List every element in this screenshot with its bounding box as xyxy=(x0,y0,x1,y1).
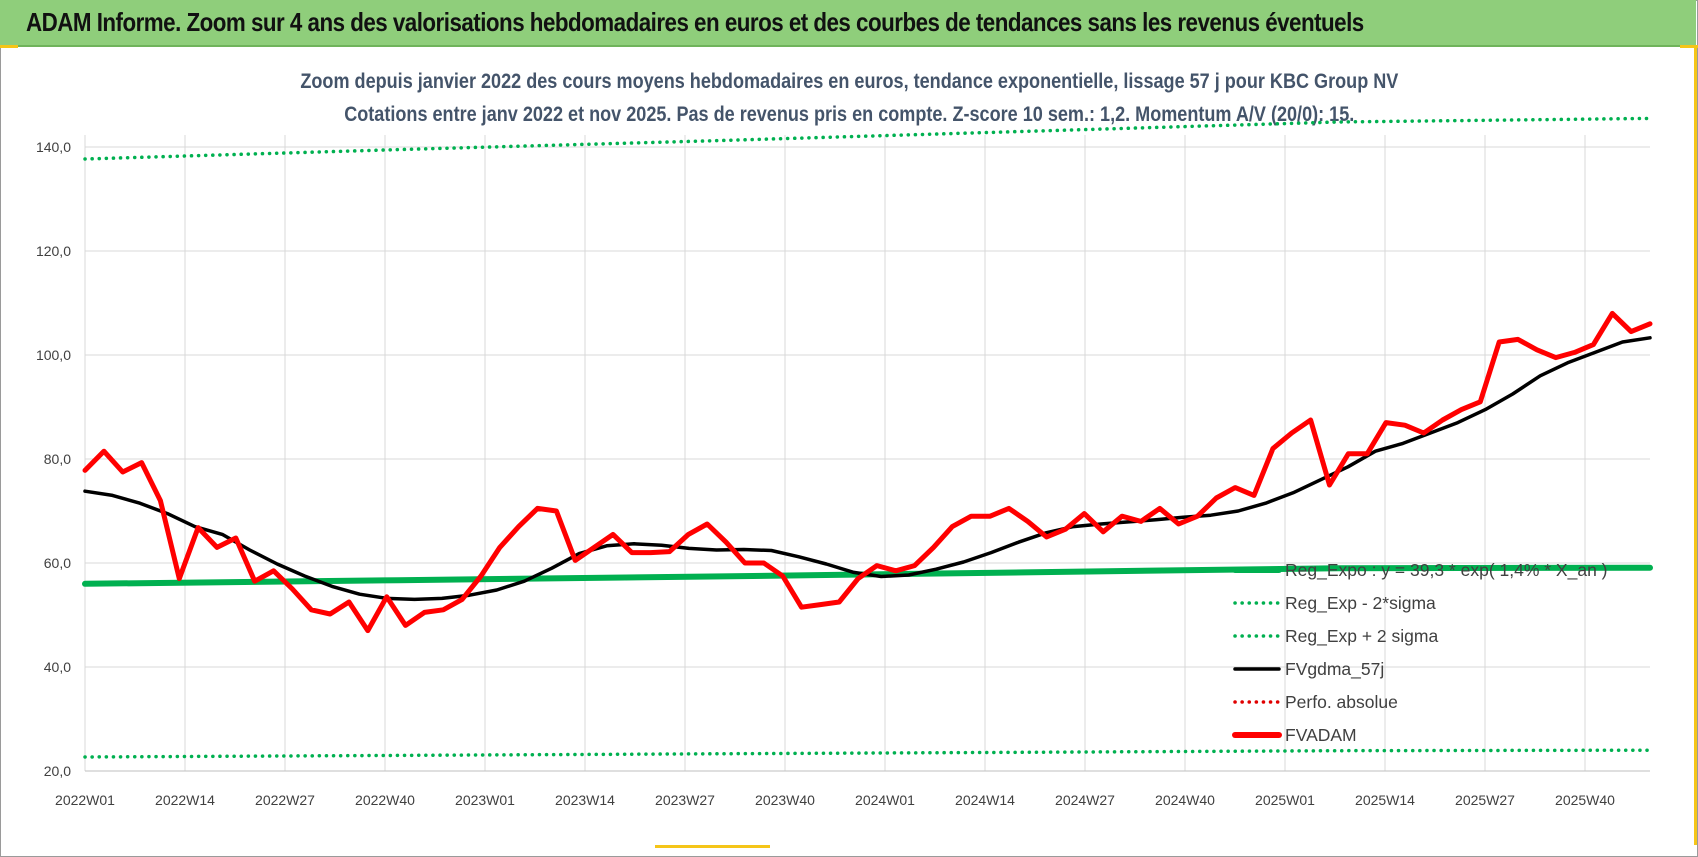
x-tick-label: 2023W14 xyxy=(555,792,615,808)
x-tick-label: 2025W27 xyxy=(1455,792,1515,808)
y-tick-label: 140,0 xyxy=(36,139,71,155)
corner-mark-right-side xyxy=(1694,45,1697,845)
grid-lines xyxy=(84,135,1650,772)
x-tick-label: 2025W01 xyxy=(1255,792,1315,808)
banner-title: ADAM Informe. Zoom sur 4 ans des valoris… xyxy=(26,7,1364,37)
series-lines xyxy=(82,116,1653,759)
report-banner: ADAM Informe. Zoom sur 4 ans des valoris… xyxy=(0,0,1696,47)
y-tick-label: 120,0 xyxy=(36,243,71,259)
y-tick-label: 40,0 xyxy=(44,659,71,675)
series-line-1 xyxy=(83,748,1652,759)
y-tick-label: 20,0 xyxy=(44,763,71,779)
series-line-2 xyxy=(83,116,1652,161)
corner-mark-right xyxy=(1680,45,1698,48)
x-axis-labels: 2022W01 2022W14 2022W27 2022W40 2023W01 2023W… xyxy=(55,792,1615,808)
x-tick-label: 2024W40 xyxy=(1155,792,1215,808)
chart-title: Zoom depuis janvier 2022 des cours moyen… xyxy=(0,70,1698,94)
chart-subtitle-text: Cotations entre janv 2022 et nov 2025. P… xyxy=(343,103,1355,126)
legend-label: Reg_Exp + 2 sigma xyxy=(1285,626,1438,647)
chart-title-text: Zoom depuis janvier 2022 des cours moyen… xyxy=(300,70,1398,93)
legend-label: Perfo. absolue xyxy=(1285,692,1398,712)
x-tick-label: 2022W27 xyxy=(255,792,315,808)
y-tick-label: 80,0 xyxy=(44,451,71,467)
x-tick-label: 2024W01 xyxy=(855,792,915,808)
corner-mark-bottom xyxy=(655,845,770,848)
legend-label: FVADAM xyxy=(1285,725,1357,745)
legend: Reg_Expo : y = 39,3 * exp( 1,4% * X_an )… xyxy=(1232,560,1608,745)
legend-label: FVgdma_57j xyxy=(1285,659,1384,680)
x-tick-label: 2023W40 xyxy=(755,792,815,808)
x-tick-label: 2023W01 xyxy=(455,792,515,808)
y-tick-label: 100,0 xyxy=(36,347,71,363)
series-line-5 xyxy=(82,310,1653,634)
x-tick-label: 2022W01 xyxy=(55,792,115,808)
x-tick-label: 2024W27 xyxy=(1055,792,1115,808)
chart-subtitle: Cotations entre janv 2022 et nov 2025. P… xyxy=(0,103,1698,127)
x-tick-label: 2025W40 xyxy=(1555,792,1615,808)
x-tick-label: 2024W14 xyxy=(955,792,1015,808)
corner-mark-left xyxy=(0,45,18,48)
y-tick-label: 60,0 xyxy=(44,555,71,571)
x-tick-label: 2023W27 xyxy=(655,792,715,808)
legend-label: Reg_Expo : y = 39,3 * exp( 1,4% * X_an ) xyxy=(1285,560,1608,581)
y-axis-labels: 20,0 40,0 60,0 80,0 100,0 120,0 140,0 xyxy=(36,139,71,779)
legend-label: Reg_Exp - 2*sigma xyxy=(1285,593,1436,614)
x-tick-label: 2022W14 xyxy=(155,792,215,808)
x-tick-label: 2025W14 xyxy=(1355,792,1415,808)
x-tick-label: 2022W40 xyxy=(355,792,415,808)
